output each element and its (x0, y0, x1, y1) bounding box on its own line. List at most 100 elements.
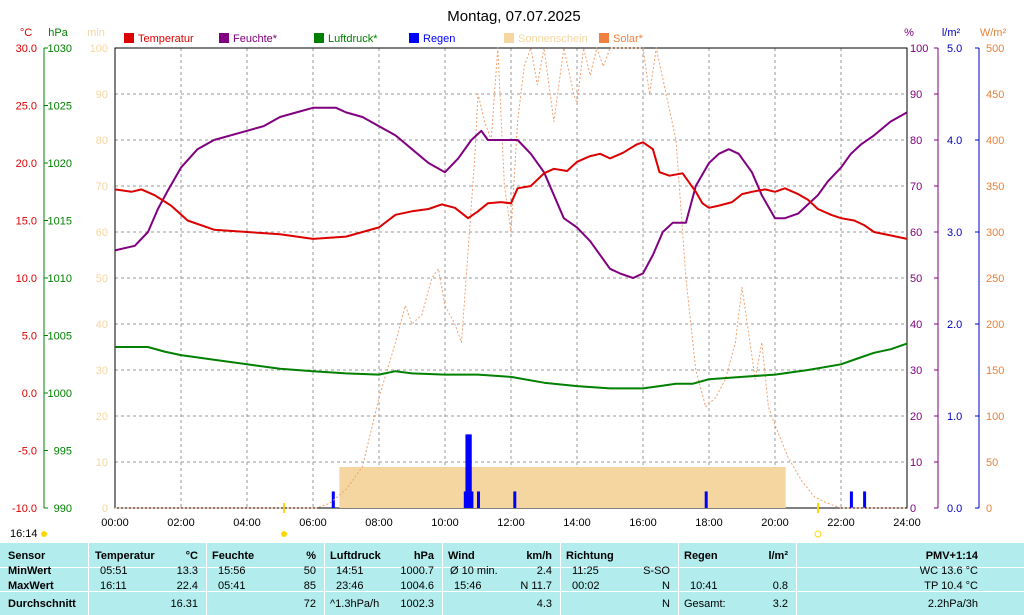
sunshine-bar (527, 467, 530, 508)
sunshine-bar (676, 467, 679, 508)
sunshine-bar (750, 467, 753, 508)
sunshine-bar (489, 467, 492, 508)
sunshine-bar (659, 467, 662, 508)
sunshine-bar (646, 467, 649, 508)
max-hum: 85 (303, 580, 316, 592)
sunshine-bar (474, 467, 478, 508)
sunshine-bar (515, 467, 519, 508)
sunshine-bar (657, 467, 661, 508)
sunshine-bar (709, 467, 712, 508)
sunshine-bar (671, 467, 674, 508)
sunshine-bar (713, 467, 717, 508)
sunshine-bar (534, 467, 537, 508)
min-press-time: 14:51 (336, 565, 364, 577)
sunshine-bar (562, 467, 565, 508)
rain-tick-label: 5.0 (947, 43, 962, 55)
sunshine-bar (763, 467, 766, 508)
sunshine-bar (608, 467, 611, 508)
sunshine-bar (471, 467, 474, 508)
sunshine-bar (581, 467, 585, 508)
sunshine-bar (446, 467, 450, 508)
avg-rain-label: Gesamt: (684, 598, 726, 610)
humidity-tick-label: 10 (910, 457, 922, 469)
temp-tick-label: 0.0 (22, 388, 37, 400)
min-dir: S-SO (643, 565, 670, 577)
sunshine-bar (610, 467, 613, 508)
sunshine-bar (649, 467, 652, 508)
sunshine-bar (687, 467, 690, 508)
sunshine-bar (426, 467, 430, 508)
sunshine-bar (385, 467, 388, 508)
sunshine-bar (553, 467, 557, 508)
sunshine-bar (596, 467, 600, 508)
sunshine-bar (590, 467, 593, 508)
axes: 30.025.020.015.010.05.00.0-5.0-10.010301… (10, 43, 1004, 540)
header-pmv: PMV+1:14 (925, 550, 978, 562)
sunshine-bar (428, 467, 431, 508)
sunshine-bar (390, 467, 393, 508)
pressure-line (115, 342, 908, 390)
max-rain: 0.8 (772, 580, 788, 592)
max-press: 1004.6 (400, 580, 434, 592)
sunshine-bar (568, 467, 572, 508)
pressure-tick-label: 1010 (48, 273, 72, 285)
sunshine-bar (547, 467, 550, 508)
sunshine-bar (494, 467, 497, 508)
sunshine-bar (535, 467, 539, 508)
sunshine-bar (666, 467, 669, 508)
sunshine-bar (403, 467, 407, 508)
sunshine-bar (623, 467, 626, 508)
sunshine-bar (692, 467, 695, 508)
humidity-tick-label: 40 (910, 319, 922, 331)
humidity-tick-label: 60 (910, 227, 922, 239)
sunshine-bar (572, 467, 575, 508)
sunshine-bar (438, 467, 441, 508)
sunshine-bar (667, 467, 671, 508)
sunshine-bar (507, 467, 511, 508)
sunshine-bar (595, 467, 598, 508)
sunshine-bar (654, 467, 657, 508)
sunshine-bar (347, 467, 351, 508)
header-richtung: Richtung (566, 550, 614, 562)
avg-wind: 4.3 (536, 598, 552, 610)
temp-tick-label: 30.0 (16, 43, 37, 55)
stats-panel: Sensor Temperatur °C Feuchte % Luftdruck… (0, 543, 1024, 615)
solar-tick-label: 250 (986, 273, 1004, 285)
header-hum-unit: % (306, 550, 316, 562)
sunshine-bar (768, 467, 771, 508)
sunshine-bar (588, 467, 591, 508)
sunshine-bar (449, 467, 453, 508)
sunshine-bar (520, 467, 524, 508)
sunshine-bar (770, 467, 773, 508)
temp-tick-label: 15.0 (16, 216, 37, 228)
sunshine-bar (443, 467, 446, 508)
solar-tick-label: 300 (986, 227, 1004, 239)
sunshine-bar (511, 467, 514, 508)
row-avg-label: Durchschnitt (8, 598, 76, 610)
sunshine-bar (624, 467, 628, 508)
sunshine-bar (727, 467, 730, 508)
temp-tick-label: -10.0 (12, 503, 37, 515)
rain-tick-label: 3.0 (947, 227, 962, 239)
sunshine-bar (420, 467, 423, 508)
sunshine-tick-label: 40 (96, 319, 108, 331)
rain-tick-label: 1.0 (947, 411, 962, 423)
sunshine-bar (532, 467, 535, 508)
sunshine-bar (679, 467, 682, 508)
sunshine-bar (407, 467, 410, 508)
sunshine-bar (628, 467, 631, 508)
sunshine-bar (359, 467, 362, 508)
min-hum: 50 (303, 565, 316, 577)
sunshine-bar (354, 467, 357, 508)
sunshine-bar (377, 467, 380, 508)
min-press: 1000.7 (400, 565, 434, 577)
humidity-tick-label: 30 (910, 365, 922, 377)
sunshine-bar (412, 467, 415, 508)
sunset-icon (814, 530, 822, 538)
humidity-tick-label: 100 (910, 43, 928, 55)
sunshine-bar (606, 467, 610, 508)
sunshine-bar (586, 467, 590, 508)
sunshine-bar (478, 467, 481, 508)
header-press-unit: hPa (413, 550, 434, 562)
sunshine-bar (342, 467, 346, 508)
